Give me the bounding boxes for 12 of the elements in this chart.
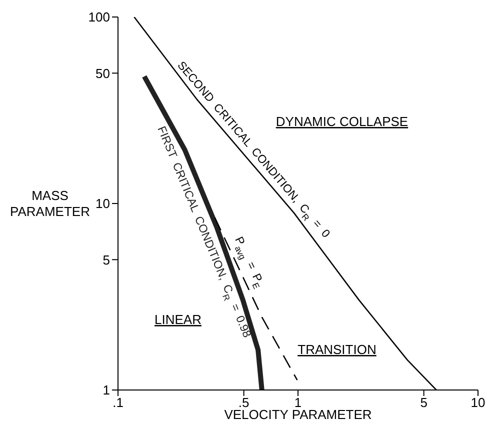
annotation: LINEAR — [154, 312, 202, 327]
y-tick-label: 100 — [88, 10, 110, 25]
x-tick-label: 5 — [420, 395, 428, 410]
x-tick-label: 10 — [470, 395, 486, 410]
y-tick-label: 5 — [102, 252, 110, 268]
annotation: DYNAMIC COLLAPSE — [276, 114, 408, 129]
annotation: TRANSITION — [298, 342, 376, 357]
y-tick-label: 1 — [102, 382, 110, 398]
x-tick-label: .1 — [112, 395, 124, 410]
y-tick-label: 10 — [96, 196, 110, 212]
y-tick-label: 50 — [96, 66, 110, 81]
y-axis-title: MASS PARAMETER — [10, 188, 90, 219]
